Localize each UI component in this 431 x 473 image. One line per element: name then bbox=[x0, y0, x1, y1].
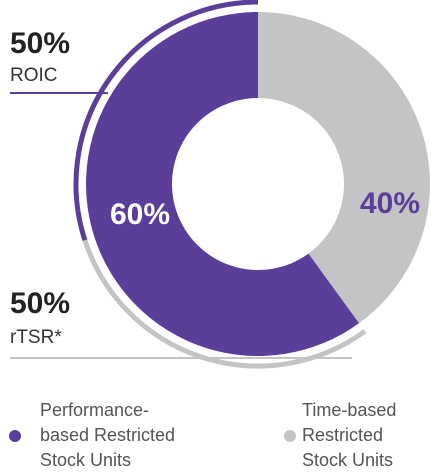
donut-segment bbox=[85, 12, 360, 356]
legend-line: Stock Units bbox=[302, 450, 393, 470]
donut-segment bbox=[258, 12, 430, 324]
legend-line: Stock Units bbox=[40, 450, 131, 470]
roic-value-label: 50% bbox=[10, 27, 70, 60]
legend-line: Time-based bbox=[302, 400, 396, 420]
rtsr-label: rTSR* bbox=[10, 327, 62, 348]
legend-label: Performance-based Restricted Stock Units bbox=[40, 400, 175, 470]
legend-swatch bbox=[9, 430, 21, 442]
segment-label: 60% bbox=[110, 198, 170, 231]
segment-label: 40% bbox=[360, 187, 420, 220]
breakdown-arc bbox=[73, 0, 259, 242]
breakdown-arc bbox=[82, 239, 367, 369]
legend-line: Performance- bbox=[40, 400, 149, 420]
legend-line: based Restricted bbox=[40, 425, 175, 445]
roic-label: ROIC bbox=[10, 65, 58, 86]
legend-label: Time-based Restricted Stock Units bbox=[302, 400, 396, 470]
legend-line: Restricted bbox=[302, 425, 383, 445]
rtsr-value-label: 50% bbox=[10, 287, 70, 320]
legend-swatch bbox=[284, 430, 296, 442]
